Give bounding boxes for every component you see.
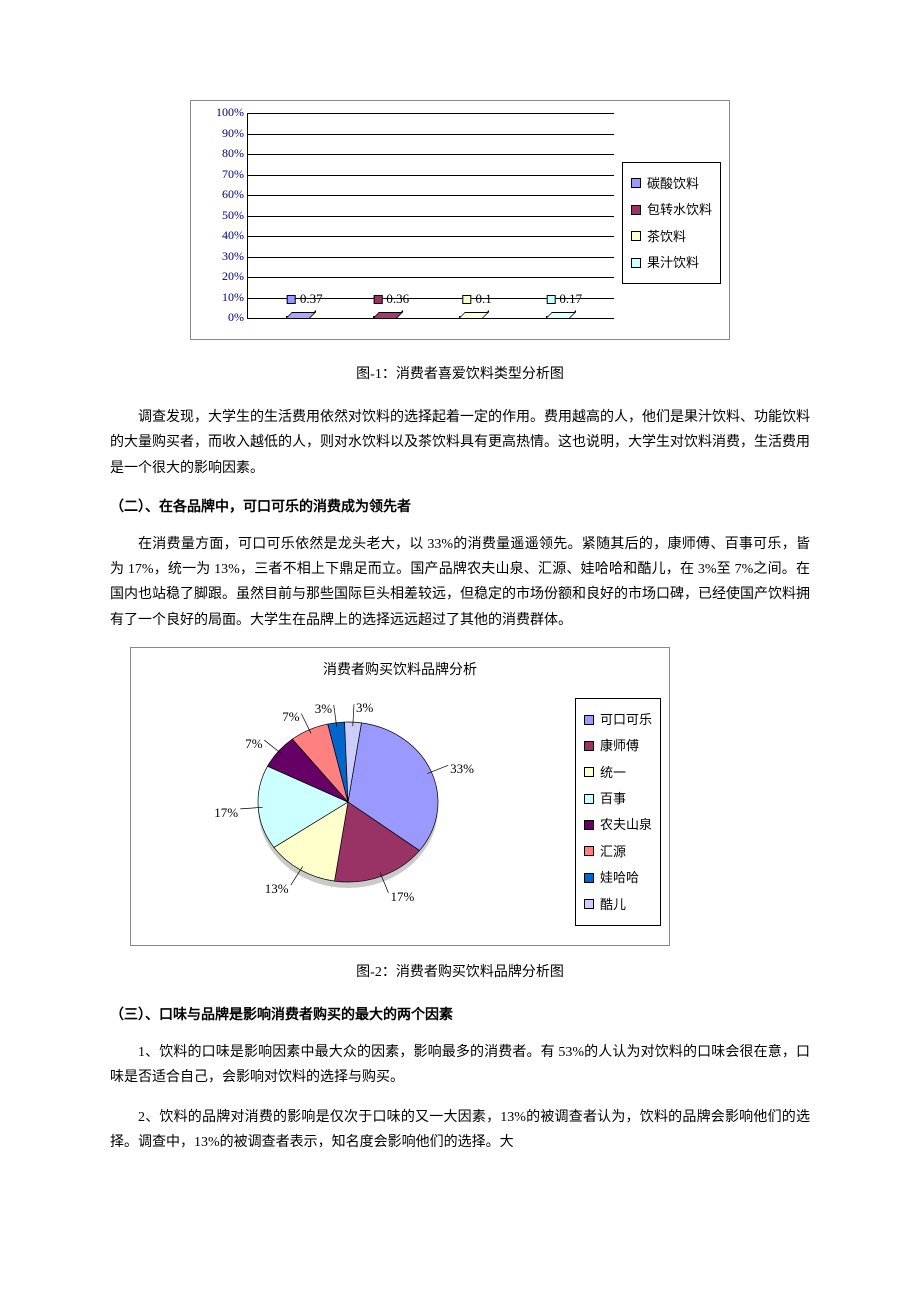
pie-plot-area: 33% 17% 13% 17% 7% 7% 3% 3%	[139, 697, 557, 927]
y-axis-label: 50%	[200, 205, 244, 227]
legend-item: 农夫山泉	[584, 813, 652, 836]
bar-value-label: 0.36	[373, 287, 409, 310]
y-axis-label: 10%	[200, 287, 244, 309]
legend-item: 康师傅	[584, 734, 652, 757]
y-axis-label: 20%	[200, 266, 244, 288]
bar-value-label: 0.1	[463, 287, 492, 310]
section-heading-2: （二）、在各品牌中，可口可乐的消费成为领先者	[110, 495, 810, 520]
y-axis-label: 70%	[200, 164, 244, 186]
legend-item: 酷儿	[584, 893, 652, 916]
pie-slice-label: 7%	[282, 705, 299, 728]
y-axis-label: 40%	[200, 225, 244, 247]
y-axis-label: 80%	[200, 143, 244, 165]
y-axis-label: 90%	[200, 123, 244, 145]
bar-chart-legend: 碳酸饮料包转水饮料茶饮料果汁饮料	[622, 162, 721, 285]
pie-chart-legend: 可口可乐康师傅统一百事农夫山泉汇源娃哈哈酷儿	[575, 698, 661, 926]
y-axis-label: 100%	[200, 102, 244, 124]
pie-slice-label: 3%	[315, 697, 332, 720]
paragraph-2: 在消费量方面，可口可乐依然是龙头老大，以 33%的消费量遥遥领先。紧随其后的，康…	[110, 532, 810, 633]
legend-item: 包转水饮料	[631, 198, 712, 221]
y-axis-label: 60%	[200, 184, 244, 206]
y-axis-label: 30%	[200, 246, 244, 268]
y-axis-label: 0%	[200, 307, 244, 329]
paragraph-3: 1、饮料的口味是影响因素中最大众的因素，影响最多的消费者。有 53%的人认为对饮…	[110, 1040, 810, 1090]
pie-slice-label: 13%	[265, 877, 289, 900]
legend-item: 汇源	[584, 840, 652, 863]
pie-slice-label: 3%	[356, 696, 373, 719]
legend-item: 碳酸饮料	[631, 172, 712, 195]
legend-item: 百事	[584, 787, 652, 810]
pie-chart-title: 消费者购买饮料品牌分析	[139, 658, 661, 683]
figure-2-caption: 图-2：消费者购买饮料品牌分析图	[110, 960, 810, 985]
bar-value-label: 0.17	[546, 287, 582, 310]
pie-slice-label: 17%	[390, 885, 414, 908]
bar-plot-area: 0%10%20%30%40%50%60%70%80%90%100%0.370.3…	[199, 113, 618, 333]
paragraph-4: 2、饮料的品牌对消费的影响是仅次于口味的又一大因素，13%的被调查者认为，饮料的…	[110, 1105, 810, 1155]
figure-1-caption: 图-1：消费者喜爱饮料类型分析图	[110, 362, 810, 387]
pie-slice-label: 7%	[245, 732, 262, 755]
pie-slice-label: 33%	[450, 757, 474, 780]
gridline	[248, 318, 614, 319]
legend-item: 茶饮料	[631, 225, 712, 248]
bar-value-label: 0.37	[287, 287, 323, 310]
legend-item: 果汁饮料	[631, 251, 712, 274]
pie-chart: 消费者购买饮料品牌分析 33% 17% 13% 17% 7% 7% 3% 3% 可口可乐康师傅…	[130, 647, 670, 946]
legend-item: 统一	[584, 761, 652, 784]
pie-slice-label: 17%	[214, 801, 238, 824]
bar-chart: 0%10%20%30%40%50%60%70%80%90%100% 0.37 0.3…	[190, 100, 730, 340]
legend-item: 娃哈哈	[584, 866, 652, 889]
paragraph-1: 调查发现，大学生的生活费用依然对饮料的选择起着一定的作用。费用越高的人，他们是果…	[110, 405, 810, 481]
section-heading-3: （三）、口味与品牌是影响消费者购买的最大的两个因素	[110, 1003, 810, 1028]
legend-item: 可口可乐	[584, 708, 652, 731]
